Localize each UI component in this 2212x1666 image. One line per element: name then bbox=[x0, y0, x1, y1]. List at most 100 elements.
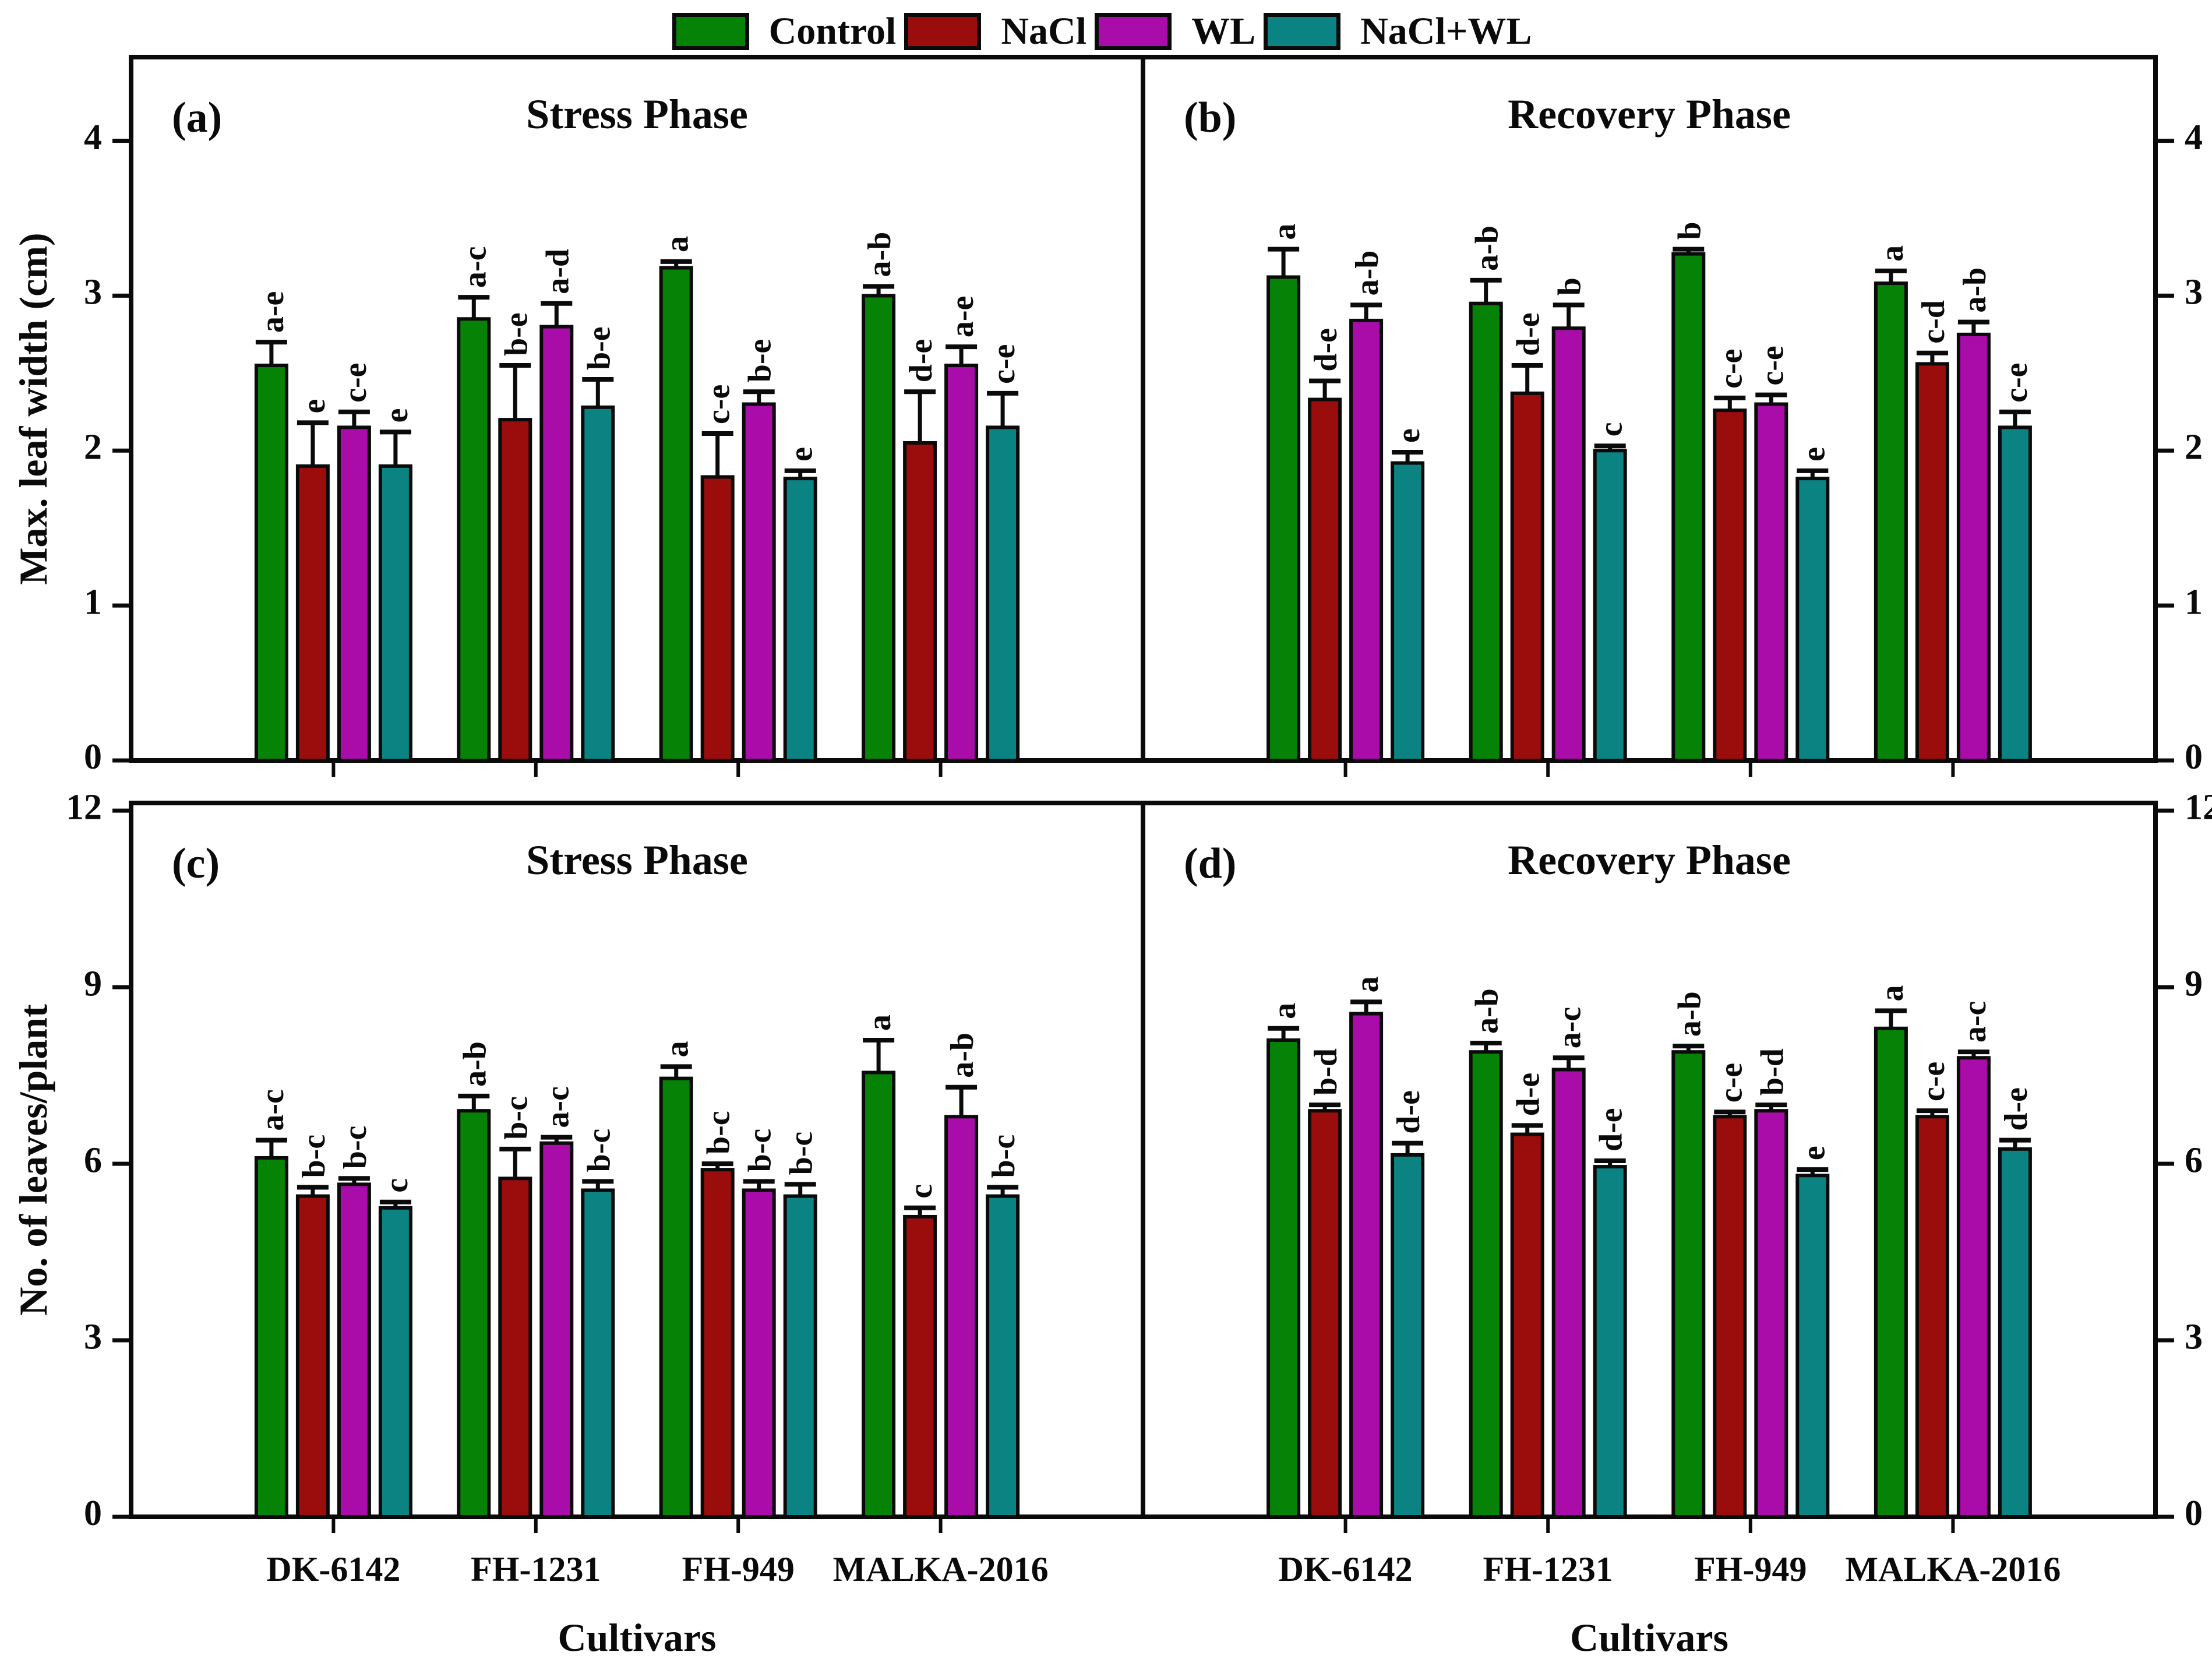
y-tick-label: 6 bbox=[84, 1140, 102, 1180]
bar-Control bbox=[1874, 1026, 1908, 1519]
x-tick-label: FH-1231 bbox=[471, 1550, 601, 1588]
bar-NaCl+WL bbox=[378, 1206, 412, 1519]
bar-WL bbox=[337, 425, 371, 762]
sig-letter: a-b bbox=[862, 232, 898, 277]
bar-NaCl bbox=[903, 1214, 937, 1519]
sig-letter: e bbox=[1795, 1146, 1832, 1160]
bar-NaCl+WL bbox=[1795, 477, 1830, 762]
bar-NaCl bbox=[1308, 1109, 1342, 1519]
bar-Control bbox=[1469, 301, 1503, 762]
sig-letter: b-d bbox=[1308, 1048, 1344, 1096]
bar-WL bbox=[1349, 318, 1384, 762]
bar-NaCl+WL bbox=[581, 405, 615, 762]
bar-NaCl+WL bbox=[1998, 425, 2032, 762]
bar-NaCl+WL bbox=[581, 1188, 615, 1519]
bar-NaCl bbox=[700, 475, 735, 762]
bar-NaCl bbox=[903, 441, 937, 762]
bar-NaCl bbox=[1308, 397, 1342, 762]
bar-NaCl+WL bbox=[1391, 1153, 1425, 1519]
control-swatch-icon bbox=[672, 13, 749, 50]
bar-WL bbox=[337, 1182, 371, 1519]
y-tick-label: 0 bbox=[2185, 737, 2203, 777]
y-tick-label: 6 bbox=[2185, 1140, 2203, 1180]
sig-letter: c-e bbox=[1754, 346, 1790, 385]
bar-NaCl bbox=[295, 1194, 330, 1519]
bar-NaCl bbox=[295, 464, 330, 763]
sig-letter: a-b bbox=[1671, 991, 1707, 1037]
bar-NaCl+WL bbox=[1593, 449, 1627, 762]
sig-letter: b bbox=[1552, 277, 1588, 295]
bar-WL bbox=[944, 1115, 979, 1519]
panel-border-(d) bbox=[1141, 801, 2158, 1519]
y-tick-label: 4 bbox=[84, 118, 102, 157]
naclwl-swatch-icon bbox=[1264, 13, 1341, 50]
sig-letter: b-c bbox=[784, 1132, 820, 1175]
sig-letter: b-e bbox=[498, 312, 534, 356]
panel-label: (a) bbox=[172, 94, 222, 142]
sig-letter: a bbox=[659, 236, 696, 252]
sig-letter: a bbox=[1349, 976, 1385, 992]
sig-letter: a bbox=[1874, 245, 1910, 262]
bar-WL bbox=[1349, 1012, 1384, 1519]
bar-Control bbox=[254, 1156, 288, 1519]
y-tick-label: 0 bbox=[84, 737, 102, 777]
bar-Control bbox=[457, 317, 491, 762]
bar-NaCl bbox=[1915, 1115, 1949, 1519]
sig-letter: a-b bbox=[1349, 251, 1385, 296]
bar-Control bbox=[1266, 275, 1301, 762]
sig-letter: c bbox=[903, 1184, 939, 1199]
y-tick-label: 3 bbox=[2185, 273, 2203, 312]
sig-letter: e bbox=[784, 447, 820, 462]
x-tick-label: DK-6142 bbox=[1279, 1550, 1413, 1588]
bar-NaCl bbox=[1510, 391, 1544, 762]
sig-letter: a-e bbox=[255, 291, 291, 333]
sig-letter: c bbox=[1593, 422, 1629, 436]
bar-NaCl bbox=[700, 1168, 735, 1519]
sig-letter: b-c bbox=[296, 1135, 332, 1178]
bar-WL bbox=[1551, 1068, 1586, 1519]
legend-item-naclwl: NaCl+WL bbox=[1264, 9, 1532, 54]
panel-label: (c) bbox=[172, 840, 220, 887]
bar-WL bbox=[944, 364, 979, 762]
y-tick-label: 2 bbox=[2185, 428, 2203, 467]
sig-letter: a-b bbox=[1469, 988, 1505, 1034]
panel-title: Stress Phase bbox=[526, 91, 748, 138]
bar-NaCl bbox=[1713, 408, 1747, 762]
sig-letter: c-e bbox=[701, 385, 737, 424]
x-tick-label: FH-1231 bbox=[1483, 1550, 1613, 1588]
sig-letter: a-b bbox=[944, 1033, 980, 1078]
y-tick-label: 0 bbox=[2185, 1494, 2203, 1533]
bar-Control bbox=[1671, 252, 1706, 762]
bar-NaCl+WL bbox=[1998, 1147, 2032, 1519]
x-tick-label: MALKA-2016 bbox=[1845, 1550, 2061, 1588]
sig-letter: a bbox=[659, 1041, 696, 1057]
y-tick-label: 3 bbox=[84, 273, 102, 312]
bar-NaCl+WL bbox=[783, 477, 817, 762]
panel-title: Stress Phase bbox=[526, 837, 748, 883]
sig-letter: a-c bbox=[457, 246, 493, 288]
sig-letter: d-e bbox=[1511, 312, 1547, 356]
y-tick-label: 4 bbox=[2185, 118, 2203, 157]
sig-letter: a-b bbox=[457, 1041, 493, 1087]
bar-NaCl bbox=[1713, 1115, 1747, 1519]
sig-letter: b-c bbox=[498, 1096, 534, 1140]
sig-letter: a bbox=[862, 1015, 898, 1031]
sig-letter: c-e bbox=[1998, 362, 2034, 402]
sig-letter: b-c bbox=[701, 1111, 737, 1154]
panel-label: (d) bbox=[1184, 840, 1236, 887]
legend-label-naclwl: NaCl+WL bbox=[1360, 10, 1532, 52]
sig-letter: a-c bbox=[1552, 1007, 1588, 1049]
legend-item-control: Control bbox=[672, 9, 896, 54]
legend-item-nacl: NaCl bbox=[904, 9, 1086, 54]
sig-letter: a-e bbox=[944, 296, 980, 338]
bar-Control bbox=[862, 1070, 896, 1519]
bar-NaCl+WL bbox=[986, 1194, 1020, 1519]
sig-letter: a-d bbox=[539, 249, 576, 294]
bar-Control bbox=[1266, 1038, 1301, 1519]
x-tick-label: MALKA-2016 bbox=[833, 1550, 1049, 1588]
sig-letter: a-c bbox=[539, 1086, 576, 1128]
bar-NaCl+WL bbox=[378, 464, 412, 763]
y-axis-title-bottom: No. of leaves/plant bbox=[11, 1004, 55, 1316]
sig-letter: e bbox=[1795, 447, 1832, 462]
panel-title: Recovery Phase bbox=[1508, 91, 1791, 138]
